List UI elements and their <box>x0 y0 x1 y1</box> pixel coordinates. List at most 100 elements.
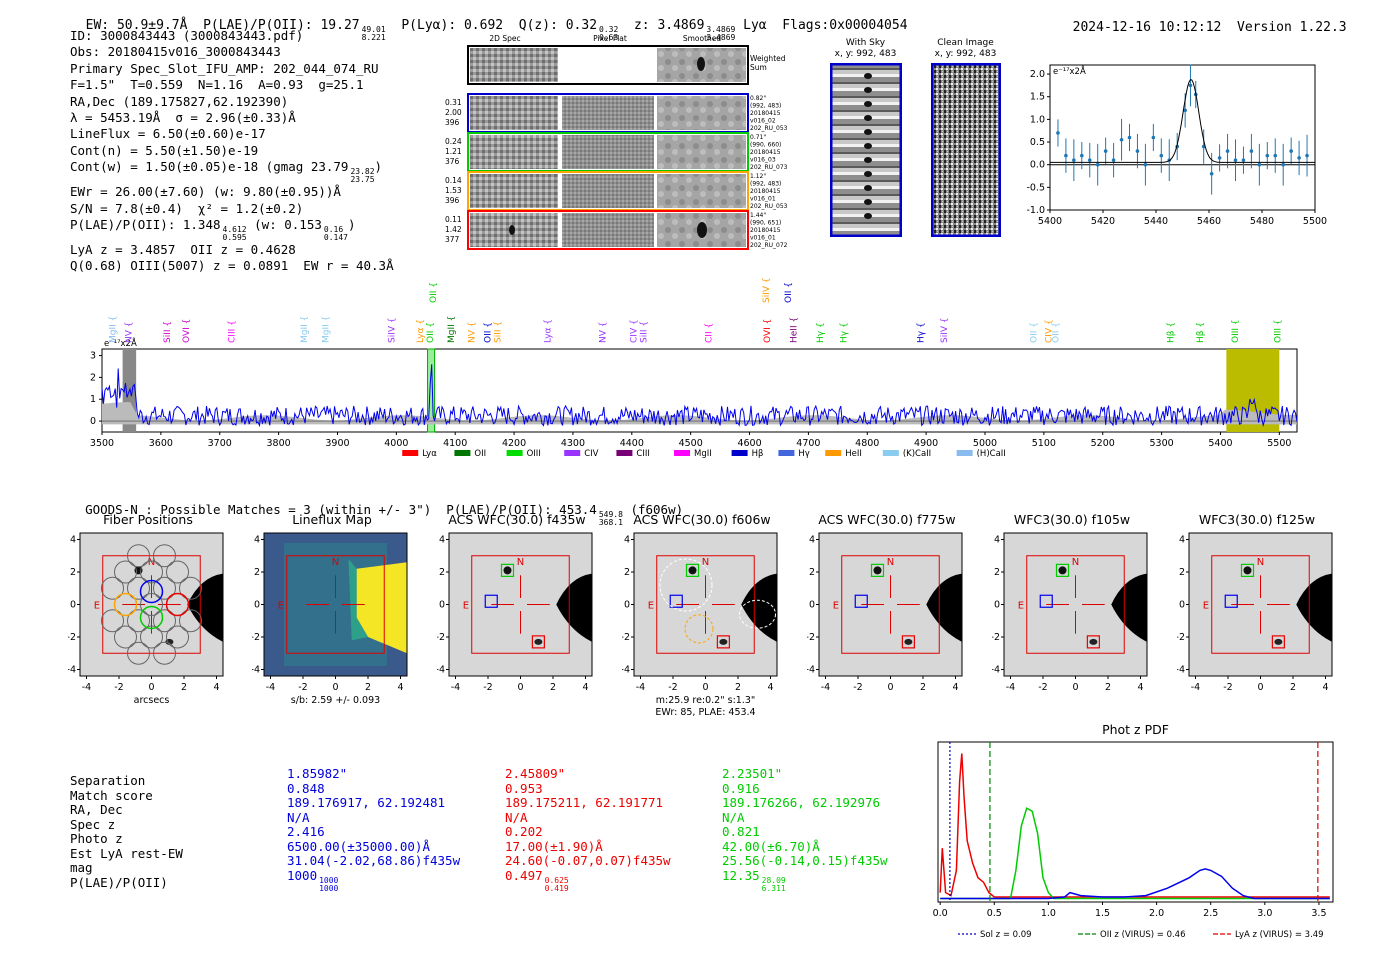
match-row-label: Est LyA rest-EW <box>70 845 183 861</box>
full-xtick-label: 4200 <box>502 438 526 449</box>
full-spectrum-chart: 3 2 1 0 3500 3600 3700 3800 3900 4000 4100 4200 4300… <box>90 277 1298 459</box>
plae-lo: 8.221 <box>361 33 386 42</box>
line-id-label: MgII { <box>322 316 332 343</box>
cutout-right-info: 20180415 <box>750 227 781 234</box>
full-unit-label: e⁻¹⁷x2Å <box>104 337 137 349</box>
compact-source <box>1243 566 1252 575</box>
image-ytick-label: -4 <box>807 665 815 676</box>
image-xlabel: s/b: 2.59 +/- 0.093 <box>291 695 380 706</box>
line-id-label: OIII { <box>1274 319 1284 343</box>
image-ytick-label: 4 <box>809 535 815 546</box>
imaging-panel: Lineflux Map N E -4 -4 -2 -2 0 0 2 2 4 4 s/b: 2.59 +/… <box>252 512 417 727</box>
cutout-left-stat: 0.14 <box>445 176 462 185</box>
image-xtick-label: -4 <box>1191 682 1200 693</box>
image-ytick-label: 2 <box>809 567 815 578</box>
zoom-data-point <box>1135 149 1140 153</box>
fiber-circle <box>153 544 176 568</box>
full-xtick-label: 5200 <box>1091 438 1115 449</box>
match-value: 17.00(±1.90)Å <box>505 838 603 854</box>
fiber-circle <box>140 560 163 584</box>
weighted-sum-data: Weighted Sum <box>750 48 757 51</box>
zoom-data-point <box>1209 171 1214 176</box>
line-id-label: NV { <box>468 322 478 343</box>
fiber-circle <box>127 576 150 600</box>
legend-label: Hγ <box>798 449 809 459</box>
line-id-label: OVI { <box>763 319 773 343</box>
version: Version 1.22.3 <box>1237 20 1347 35</box>
plae-info-hi: 4.612 <box>222 225 247 235</box>
image-ytick-label: 0 <box>624 600 630 611</box>
plae-hi: 49.01 <box>361 25 386 34</box>
image-ytick-label: 4 <box>439 535 445 546</box>
line-id-label: Hβ { <box>1166 322 1176 343</box>
cutout-left-stat: 1.53 <box>445 186 462 195</box>
match-value: 2.23501" <box>722 766 783 781</box>
match-row-label: mag <box>70 860 93 875</box>
line-id-label: OII { <box>784 282 794 303</box>
cutout-right-info: 0.82" <box>750 95 766 102</box>
line-id-label: Hγ { <box>816 322 826 343</box>
col-header-2dspec: 2D Spec <box>489 34 520 43</box>
image-ytick-label: -4 <box>992 665 1000 676</box>
fiber-circle <box>114 625 137 649</box>
match-col-2: 2.45809" 0.953 189.175211, 62.191771 N/A 0.2… <box>505 766 671 893</box>
east-label: E <box>1203 601 1209 612</box>
pdf-xtick-label: 2.5 <box>1203 908 1218 919</box>
match-value: 25.56(-0.14,0.15)f435w <box>722 853 888 868</box>
pdf-title: Phot z PDF <box>1102 722 1169 737</box>
qz-lo: 0.63 <box>599 33 619 42</box>
match-box-blue <box>1224 594 1238 608</box>
image-ytick-label: 0 <box>254 600 260 611</box>
line-id-label: OII { <box>484 322 494 343</box>
fiber-circle <box>101 609 124 633</box>
match-box-red <box>1086 635 1100 649</box>
bright-galaxy <box>187 573 223 642</box>
full-xtick-label: 3500 <box>90 438 114 449</box>
compact-source <box>1274 638 1283 645</box>
zoom-ytick-label: -0.5 <box>1026 182 1045 193</box>
match-col-3: 2.23501" 0.916 189.176266, 62.192976 N/A 0.8… <box>722 766 888 893</box>
cutout-2dspec <box>470 135 558 169</box>
cutout-right-info: 1.12" <box>750 173 766 180</box>
image-xtick-label: -4 <box>1006 682 1015 693</box>
image-xtick-label: -2 <box>483 682 492 693</box>
imaging-panel-image: N E -4 -4 -2 -2 0 0 2 2 4 4 <box>992 532 1148 693</box>
image-xlabel: arcsecs <box>134 695 170 706</box>
line-id-label: SiIV { <box>762 277 772 303</box>
ew-value: EW: 50.9±9.7Å <box>85 18 188 33</box>
contw-lo: 23.75 <box>350 175 375 185</box>
image-ytick-label: 0 <box>1179 600 1185 611</box>
with-sky-title: With Sky x, y: 992, 483 <box>828 38 903 60</box>
match-plae-hi: 1000 <box>319 875 339 885</box>
imaging-panel-title: ACS WFC(30.0) f775w <box>818 512 956 527</box>
match-labels: Separation Match score RA, Dec Spec z Photo … <box>70 773 183 890</box>
line-id-label: MgII { <box>447 316 457 343</box>
zoom-data-point <box>1273 153 1278 158</box>
ws-2dspec <box>470 48 558 82</box>
image-xtick-label: 4 <box>952 682 958 693</box>
line-id-label: SiII { <box>494 321 504 343</box>
line-id-label: MgII { <box>109 316 119 343</box>
full-xtick-label: 3900 <box>325 438 349 449</box>
sum-label: Sum <box>750 63 767 72</box>
line-id-label: SiII { <box>163 321 173 343</box>
match-row-label: Match score <box>70 787 153 803</box>
zoom-ytick-label: -1.0 <box>1026 205 1045 216</box>
catalog-lo: 368.1 <box>598 518 623 527</box>
zoom-data-point <box>1249 149 1254 153</box>
match-box-green <box>1240 563 1255 577</box>
legend-label: OII <box>474 449 486 459</box>
full-sky-band <box>102 402 1297 425</box>
line-id-label: SiII { <box>640 321 650 343</box>
bright-galaxy <box>1296 573 1332 642</box>
image-xtick-label: 4 <box>1322 682 1328 693</box>
cutout-2dspec <box>470 96 558 130</box>
match-row-label: Photo z <box>70 831 123 846</box>
zoom-data-point <box>1127 135 1132 140</box>
zoom-ytick-label: 0.0 <box>1030 160 1045 171</box>
legend-label: CIII <box>636 449 649 459</box>
z-lo: 3.4869 <box>706 33 736 42</box>
full-xtick-label: 4800 <box>855 438 879 449</box>
zoom-data-point <box>1087 158 1092 162</box>
info-lineflux: LineFlux = 6.50(±0.60)e-17 <box>70 126 266 142</box>
